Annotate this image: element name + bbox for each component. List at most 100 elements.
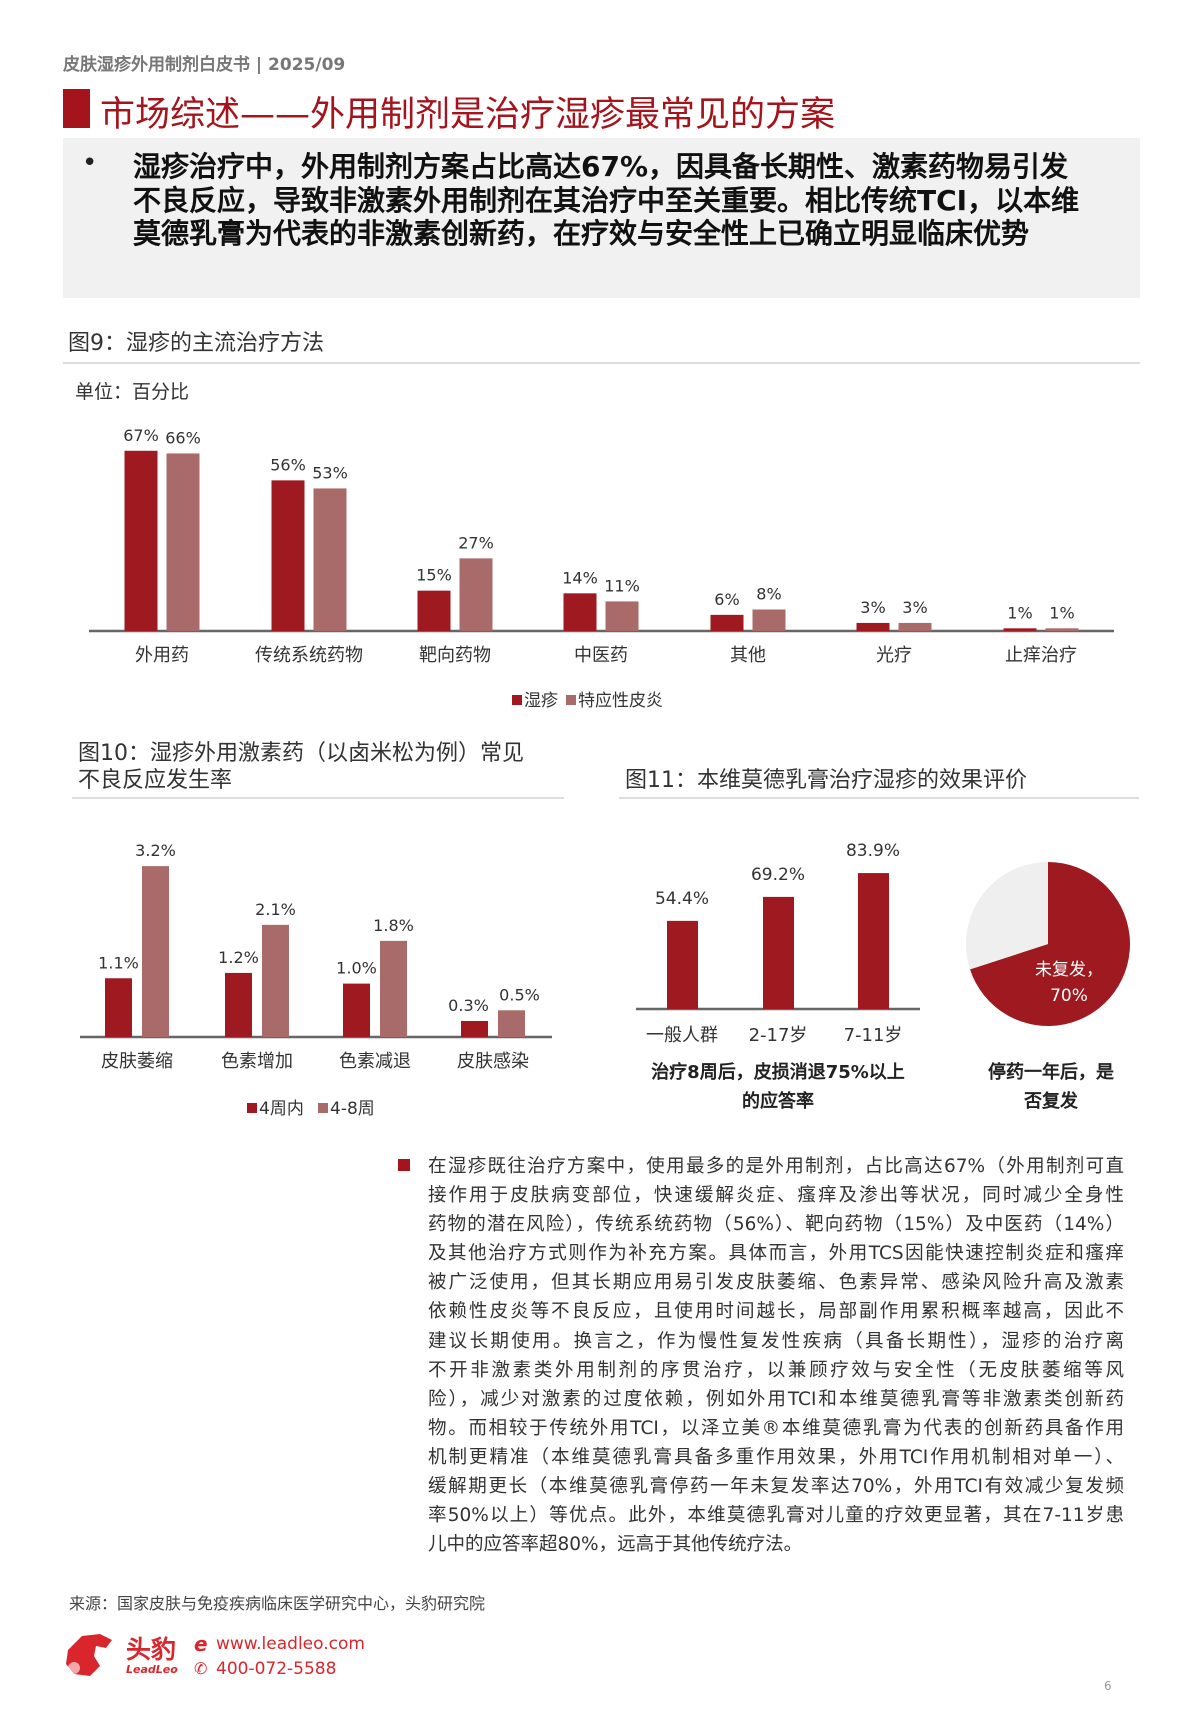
data-label: 56% [270, 455, 306, 474]
data-label: 1% [1049, 603, 1074, 622]
bar-4-8周 [262, 924, 289, 1037]
data-label: 8% [756, 584, 781, 603]
category-label: 2-17岁 [749, 1025, 808, 1046]
fig11-bar-caption: 治疗8周后，皮损消退75%以上 的应答率 [620, 1058, 936, 1116]
divider [63, 362, 1140, 364]
brand-name-en: LeadLeo [126, 1663, 178, 1676]
body-line: 缓解期更长（本维莫德乳膏停药一年未复发率达70%，外用TCI有效减少复发频 [428, 1476, 1124, 1498]
body-paragraph: 在湿疹既往治疗方案中，使用最多的是外用制剂，占比高达67%（外用制剂可直 接作用于… [428, 1152, 1124, 1559]
bar-特应性皮炎 [313, 488, 347, 631]
fig11-title: 图11：本维莫德乳膏治疗湿疹的效果评价 [625, 768, 1027, 793]
legend-swatch [512, 695, 522, 705]
bar-4周内 [225, 972, 252, 1037]
bar-特应性皮炎 [752, 609, 786, 631]
bar [667, 920, 698, 1009]
bullet-icon: • [82, 148, 98, 178]
bar-4-8周 [380, 940, 407, 1037]
body-line: 建议长期使用。换言之，作为慢性复发性疾病（具备长期性），湿疹的治疗离 [428, 1330, 1124, 1352]
data-label: 14% [562, 568, 598, 587]
body-line: 儿中的应答率超80%，远高于其他传统疗法。 [428, 1534, 803, 1556]
data-label: 15% [416, 566, 452, 585]
body-line: 物。而相较于传统外用TCI，以泽立美®本维莫德乳膏为代表的创新药具备作用 [428, 1417, 1124, 1439]
leadleo-logo-icon [66, 1634, 112, 1676]
data-label: 1.0% [336, 959, 377, 978]
bar-特应性皮炎 [605, 601, 639, 631]
category-label: 靶向药物 [419, 645, 491, 666]
data-label: 1% [1007, 603, 1032, 622]
square-bullet-icon [398, 1159, 410, 1171]
summary-text: 湿疹治疗中，外用制剂方案占比高达67%，因具备长期性、激素药物易引发不良反应，导… [133, 150, 1080, 250]
phone-icon: ✆ [194, 1659, 208, 1678]
data-label: 3% [902, 598, 927, 617]
data-label: 3% [860, 598, 885, 617]
category-label: 其他 [730, 645, 766, 666]
bar-湿疹 [563, 593, 597, 631]
website-link[interactable]: www.leadleo.com [216, 1634, 365, 1654]
data-label: 0.5% [499, 985, 540, 1004]
body-line: 不开非激素类外用制剂的序贯治疗，以兼顾疗效与安全性（无皮肤萎缩等风 [428, 1359, 1124, 1381]
legend-swatch [318, 1103, 328, 1113]
data-label: 1.8% [373, 916, 414, 935]
bar-4周内 [461, 1020, 488, 1037]
data-label: 83.9% [846, 841, 900, 861]
body-line: 接作用于皮肤病变部位，快速缓解炎症、瘙痒及渗出等状况，同时减少全身性 [428, 1185, 1124, 1207]
summary-box [63, 138, 1140, 298]
legend-label: 4周内 [259, 1099, 304, 1119]
fig9-title: 图9：湿疹的主流治疗方法 [68, 331, 324, 356]
document-header: 皮肤湿疹外用制剂白皮书 | 2025/09 [63, 55, 346, 75]
bar-4周内 [343, 983, 370, 1037]
category-label: 皮肤萎缩 [101, 1051, 173, 1072]
category-label: 传统系统药物 [255, 645, 363, 666]
body-line: 险），减少对激素的过度依赖，例如外用TCI和本维莫德乳膏等非激素类创新药 [428, 1388, 1124, 1410]
pie-slice-复发 [965, 861, 1048, 970]
body-line: 机制更精准（本维莫德乳膏具备多重作用效果，外用TCI作用机制相对单一）、 [428, 1446, 1124, 1468]
bar-湿疹 [271, 480, 305, 631]
fig10-title: 图10：湿疹外用激素药（以卤米松为例）常见 不良反应发生率 [78, 740, 524, 794]
web-icon: e [194, 1632, 208, 1656]
pie-label: 70% [1050, 986, 1088, 1006]
bar-湿疹 [856, 622, 890, 631]
category-label: 一般人群 [646, 1025, 718, 1046]
bar-湿疹 [710, 614, 744, 631]
data-label: 54.4% [655, 889, 709, 909]
data-label: 67% [123, 426, 159, 445]
data-label: 6% [714, 590, 739, 609]
divider [619, 797, 1139, 799]
fig10-title-line: 图10：湿疹外用激素药（以卤米松为例）常见 [78, 741, 524, 766]
bar-特应性皮炎 [166, 453, 200, 631]
legend-label: 湿疹 [524, 691, 558, 711]
data-label: 0.3% [448, 996, 489, 1015]
data-label: 69.2% [751, 865, 805, 885]
legend-swatch [247, 1103, 257, 1113]
category-label: 光疗 [876, 645, 912, 666]
bar [858, 873, 889, 1009]
category-label: 外用药 [135, 645, 189, 666]
data-label: 66% [165, 428, 201, 447]
bar [763, 896, 794, 1009]
fig11-pie-caption: 停药一年后，是 否复发 [960, 1058, 1142, 1116]
bar-特应性皮炎 [1045, 628, 1079, 631]
data-label: 27% [458, 533, 494, 552]
pie-label: 未复发， [1035, 960, 1103, 980]
caption-line: 的应答率 [742, 1091, 814, 1112]
bar-湿疹 [417, 590, 451, 631]
brand-name: 头豹 [126, 1635, 177, 1664]
data-label: 11% [604, 576, 640, 595]
charts-canvas: 67% 66% 外用药 56% 53% 传统系统药物 15% 27% 靶向药物 14% 11% 中医药… [80, 426, 1130, 1119]
bar-特应性皮炎 [459, 558, 493, 631]
data-label: 3.2% [135, 841, 176, 860]
caption-line: 治疗8周后，皮损消退75%以上 [651, 1062, 905, 1083]
legend-label: 4-8周 [330, 1099, 375, 1119]
source-note: 来源：国家皮肤与免疫疾病临床医学研究中心，头豹研究院 [69, 1594, 486, 1613]
bar-湿疹 [1003, 628, 1037, 631]
category-label: 中医药 [574, 645, 628, 666]
bar-湿疹 [124, 450, 158, 631]
caption-line: 否复发 [1024, 1091, 1078, 1112]
fig10-title-line: 不良反应发生率 [78, 768, 233, 793]
phone-number: 400-072-5588 [216, 1659, 337, 1679]
data-label: 1.2% [218, 948, 259, 967]
category-label: 皮肤感染 [457, 1051, 529, 1072]
body-line: 依赖性皮炎等不良反应，且使用时间越长，局部副作用累积概率越高，因此不 [428, 1301, 1124, 1323]
caption-line: 停药一年后，是 [988, 1062, 1114, 1083]
legend-swatch [566, 695, 576, 705]
